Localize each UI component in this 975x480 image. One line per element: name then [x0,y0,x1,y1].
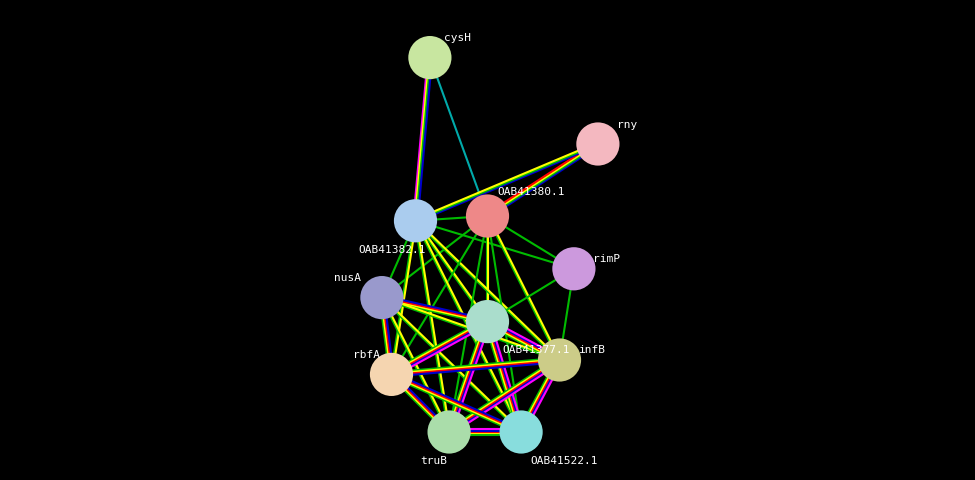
Text: cysH: cysH [445,34,471,43]
Text: OAB41380.1: OAB41380.1 [497,187,565,197]
Circle shape [361,276,404,319]
Text: nusA: nusA [333,274,361,283]
Text: truB: truB [420,456,448,466]
Circle shape [409,36,451,79]
Text: OAB41382.1: OAB41382.1 [358,245,425,254]
Circle shape [370,353,413,396]
Text: rbfA: rbfA [353,350,380,360]
Text: OAB41522.1: OAB41522.1 [530,456,599,466]
Circle shape [466,194,509,238]
Circle shape [499,410,543,454]
Circle shape [576,122,619,166]
Circle shape [552,247,596,290]
Circle shape [394,199,437,242]
Text: rimP: rimP [593,254,620,264]
Circle shape [427,410,471,454]
Circle shape [466,300,509,343]
Text: rny: rny [617,120,638,130]
Text: OAB41377.1: OAB41377.1 [502,346,569,355]
Circle shape [538,338,581,382]
Text: infB: infB [579,346,605,355]
